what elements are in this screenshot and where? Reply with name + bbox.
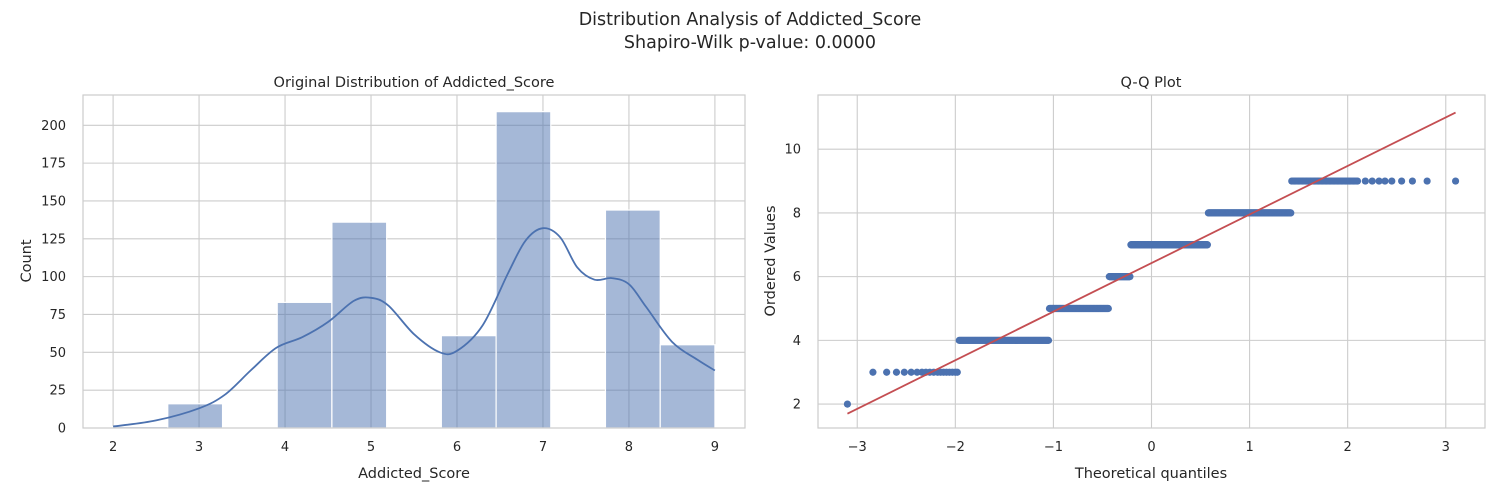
histogram-x-ticks: 2 3 4 5 6 7 8 9 [109, 440, 719, 455]
histogram-y-tick-label: 175 [41, 157, 66, 172]
figure-title-line1: Distribution Analysis of Addicted_Score [579, 10, 922, 30]
histogram-x-tick-label: 7 [539, 440, 547, 455]
qq-point [1408, 177, 1417, 185]
qq-x-tick-label: 1 [1245, 440, 1253, 455]
qq-point [953, 368, 961, 376]
qq-x-tick-label: −3 [848, 440, 867, 455]
histogram-x-tick-label: 8 [625, 440, 633, 455]
qq-point [1287, 209, 1295, 217]
histogram-y-tick-label: 125 [41, 232, 66, 247]
histogram-kde-curve [112, 227, 716, 428]
qq-point [843, 400, 852, 408]
qq-fit-line [847, 111, 1456, 415]
qq-points [843, 177, 1460, 408]
histogram-panel: 2 3 4 5 6 7 8 9 0 25 50 75 100 125 150 175 200 Original… [19, 75, 746, 482]
qq-x-tick-label: 3 [1442, 440, 1450, 455]
histogram-y-ticks: 0 25 50 75 100 125 150 175 200 [41, 119, 66, 437]
histogram-title: Original Distribution of Addicted_Score [274, 75, 555, 91]
qq-x-tick-label: −2 [946, 440, 965, 455]
qq-point [1423, 177, 1431, 185]
qq-x-tick-label: 2 [1344, 440, 1352, 455]
qq-point [1353, 177, 1362, 185]
histogram-y-tick-label: 0 [58, 422, 66, 437]
qq-y-tick-label: 2 [793, 398, 801, 413]
qq-point [869, 368, 877, 376]
qq-point [883, 368, 891, 376]
qq-x-ticks: −3 −2 −1 0 1 2 3 [848, 440, 1450, 455]
qq-y-tick-label: 4 [793, 334, 801, 349]
qq-panel: −3 −2 −1 0 1 2 3 2 4 6 8 10 Q-Q Plot Theoretical q… [763, 75, 1486, 482]
histogram-frame [82, 94, 746, 429]
qq-y-tick-label: 10 [784, 143, 801, 158]
qq-frame [817, 94, 1486, 429]
histogram-y-tick-label: 100 [41, 270, 66, 285]
histogram-y-tick-label: 25 [49, 384, 66, 399]
qq-point [1398, 177, 1406, 185]
histogram-bar [167, 403, 224, 429]
qq-point [907, 368, 915, 376]
histogram-y-tick-label: 200 [41, 119, 66, 134]
histogram-x-label: Addicted_Score [358, 466, 470, 482]
histogram-x-tick-label: 3 [195, 440, 203, 455]
qq-y-tick-label: 6 [793, 270, 801, 285]
histogram-x-tick-label: 6 [453, 440, 461, 455]
qq-y-tick-label: 8 [793, 206, 801, 221]
qq-x-tick-label: −1 [1044, 440, 1063, 455]
qq-point [1104, 304, 1112, 313]
qq-point [1044, 336, 1053, 344]
qq-x-tick-label: 0 [1147, 440, 1155, 455]
qq-point [1203, 241, 1212, 249]
qq-point [1451, 177, 1460, 185]
qq-point [1388, 177, 1396, 185]
histogram-bar [495, 111, 552, 429]
histogram-y-tick-label: 50 [49, 346, 66, 361]
qq-point [900, 368, 908, 376]
histogram-bar [440, 335, 497, 429]
histogram-y-label: Count [19, 239, 35, 282]
qq-point [1381, 177, 1389, 185]
qq-point [1368, 177, 1376, 185]
qq-point [1361, 177, 1369, 185]
qq-title: Q-Q Plot [1121, 75, 1182, 91]
histogram-x-tick-label: 5 [367, 440, 375, 455]
histogram-bar [604, 209, 661, 429]
histogram-bars [112, 111, 716, 429]
figure-title-line2: Shapiro-Wilk p-value: 0.0000 [624, 33, 876, 53]
histogram-bar [659, 344, 716, 429]
histogram-x-tick-label: 4 [281, 440, 289, 455]
qq-y-ticks: 2 4 6 8 10 [784, 143, 801, 413]
qq-point [892, 368, 901, 376]
histogram-y-tick-label: 75 [49, 308, 66, 323]
histogram-x-tick-label: 2 [109, 440, 117, 455]
histogram-bar [276, 301, 333, 429]
histogram-bar [331, 221, 388, 429]
qq-point [1375, 177, 1383, 185]
qq-grid [818, 95, 1485, 428]
histogram-y-tick-label: 150 [41, 194, 66, 209]
qq-y-label: Ordered Values [763, 206, 779, 317]
histogram-x-tick-label: 9 [711, 440, 719, 455]
qq-x-label: Theoretical quantiles [1074, 466, 1227, 482]
